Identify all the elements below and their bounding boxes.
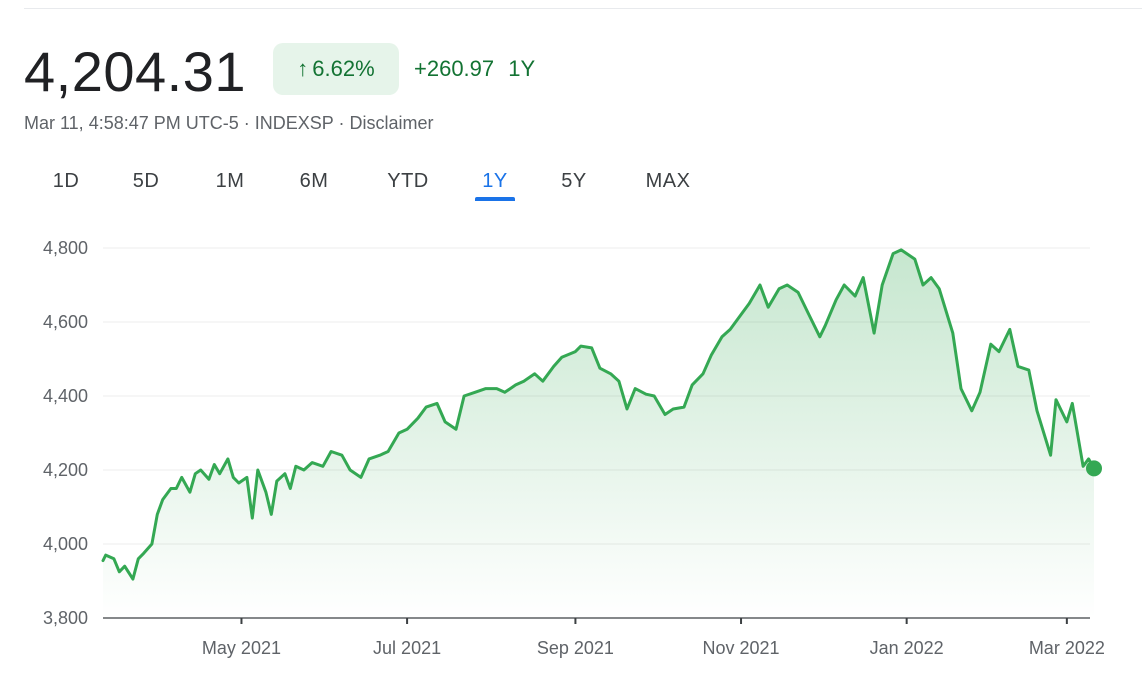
- y-tick-label: 3,800: [43, 608, 88, 628]
- x-tick-label: Jan 2022: [870, 638, 944, 658]
- absolute-change: +260.97 1Y: [414, 51, 535, 87]
- tab-6m[interactable]: 6M: [299, 170, 329, 192]
- change-range-label: 1Y: [508, 56, 536, 81]
- percent-change-badge: ↑ 6.62%: [273, 43, 399, 95]
- last-value-point: [1086, 460, 1102, 477]
- x-tick-label: Jul 2021: [373, 638, 441, 658]
- series-area-fill: [103, 249, 1094, 618]
- tab-5d[interactable]: 5D: [132, 170, 160, 192]
- x-tick-label: Sep 2021: [537, 638, 614, 658]
- tab-1d[interactable]: 1D: [52, 170, 80, 192]
- y-tick-label: 4,200: [43, 460, 88, 480]
- price-chart[interactable]: 3,800 4,000 4,200 4,400 4,600 4,800 May 2021 Ju…: [0, 225, 1142, 679]
- quote-symbol: INDEXSP: [254, 113, 334, 133]
- y-tick-label: 4,000: [43, 534, 88, 554]
- tab-1y[interactable]: 1Y: [482, 170, 508, 192]
- meta-separator: ·: [338, 113, 345, 133]
- series-line: [101, 248, 1096, 581]
- y-tick-label: 4,400: [43, 386, 88, 406]
- x-tick-label: Mar 2022: [1029, 638, 1105, 658]
- tab-ytd[interactable]: YTD: [387, 170, 429, 192]
- arrow-up-icon: ↑: [297, 56, 309, 81]
- tab-5y[interactable]: 5Y: [561, 170, 587, 192]
- x-tick-label: Nov 2021: [703, 638, 780, 658]
- y-tick-label: 4,800: [43, 238, 88, 258]
- y-tick-label: 4,600: [43, 312, 88, 332]
- tab-1m[interactable]: 1M: [215, 170, 245, 192]
- active-tab-indicator: [475, 197, 515, 201]
- disclaimer-link[interactable]: Disclaimer: [349, 113, 434, 133]
- current-price: 4,204.31: [24, 40, 246, 103]
- tab-max[interactable]: MAX: [645, 170, 691, 192]
- quote-timestamp: Mar 11, 4:58:47 PM UTC-5: [24, 113, 239, 133]
- x-tick-label: May 2021: [202, 638, 281, 658]
- absolute-change-value: +260.97: [414, 56, 495, 81]
- quote-meta: Mar 11, 4:58:47 PM UTC-5 · INDEXSP · Dis…: [24, 110, 434, 136]
- top-divider: [24, 8, 1142, 9]
- percent-change-value: 6.62%: [312, 56, 375, 81]
- meta-separator: ·: [243, 113, 250, 133]
